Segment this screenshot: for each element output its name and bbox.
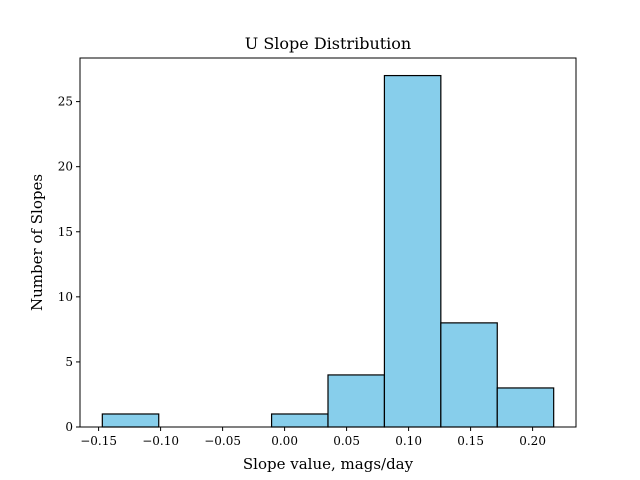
x-tick-label: −0.10: [142, 434, 179, 448]
histogram-bar-0: [101, 413, 160, 428]
y-tick-label: 5: [65, 355, 73, 369]
x-tick-label: 0.15: [457, 434, 484, 448]
histogram-bar-3: [270, 413, 329, 428]
y-tick-label: 20: [58, 160, 73, 174]
plot-frame: [79, 57, 577, 428]
x-tick-label: 0.10: [395, 434, 422, 448]
y-tick-label: 10: [58, 290, 73, 304]
y-tick-label: 25: [58, 95, 73, 109]
x-tick-label: 0.20: [519, 434, 546, 448]
y-axis-label: Number of Slopes: [28, 174, 46, 311]
x-tick-label: 0.00: [271, 434, 298, 448]
y-tick-label: 0: [65, 420, 73, 434]
x-tick-label: −0.05: [204, 434, 241, 448]
x-axis-label: Slope value, mags/day: [243, 455, 414, 473]
histogram-bar-6: [440, 322, 498, 428]
histogram-bar-5: [383, 74, 442, 428]
y-axis-ticks: 0 5 10 15 20 25: [58, 95, 80, 434]
bars-group: [101, 74, 555, 428]
y-tick-label: 15: [58, 225, 73, 239]
x-axis-ticks: −0.15 −0.10 −0.05 0.00 0.05 0.10 0.15 0.20: [80, 427, 546, 448]
chart-title: U Slope Distribution: [245, 34, 411, 53]
histogram-bar-4: [327, 374, 386, 428]
histogram-bar-7: [496, 387, 555, 428]
x-tick-label: −0.15: [80, 434, 117, 448]
x-tick-label: 0.05: [333, 434, 360, 448]
